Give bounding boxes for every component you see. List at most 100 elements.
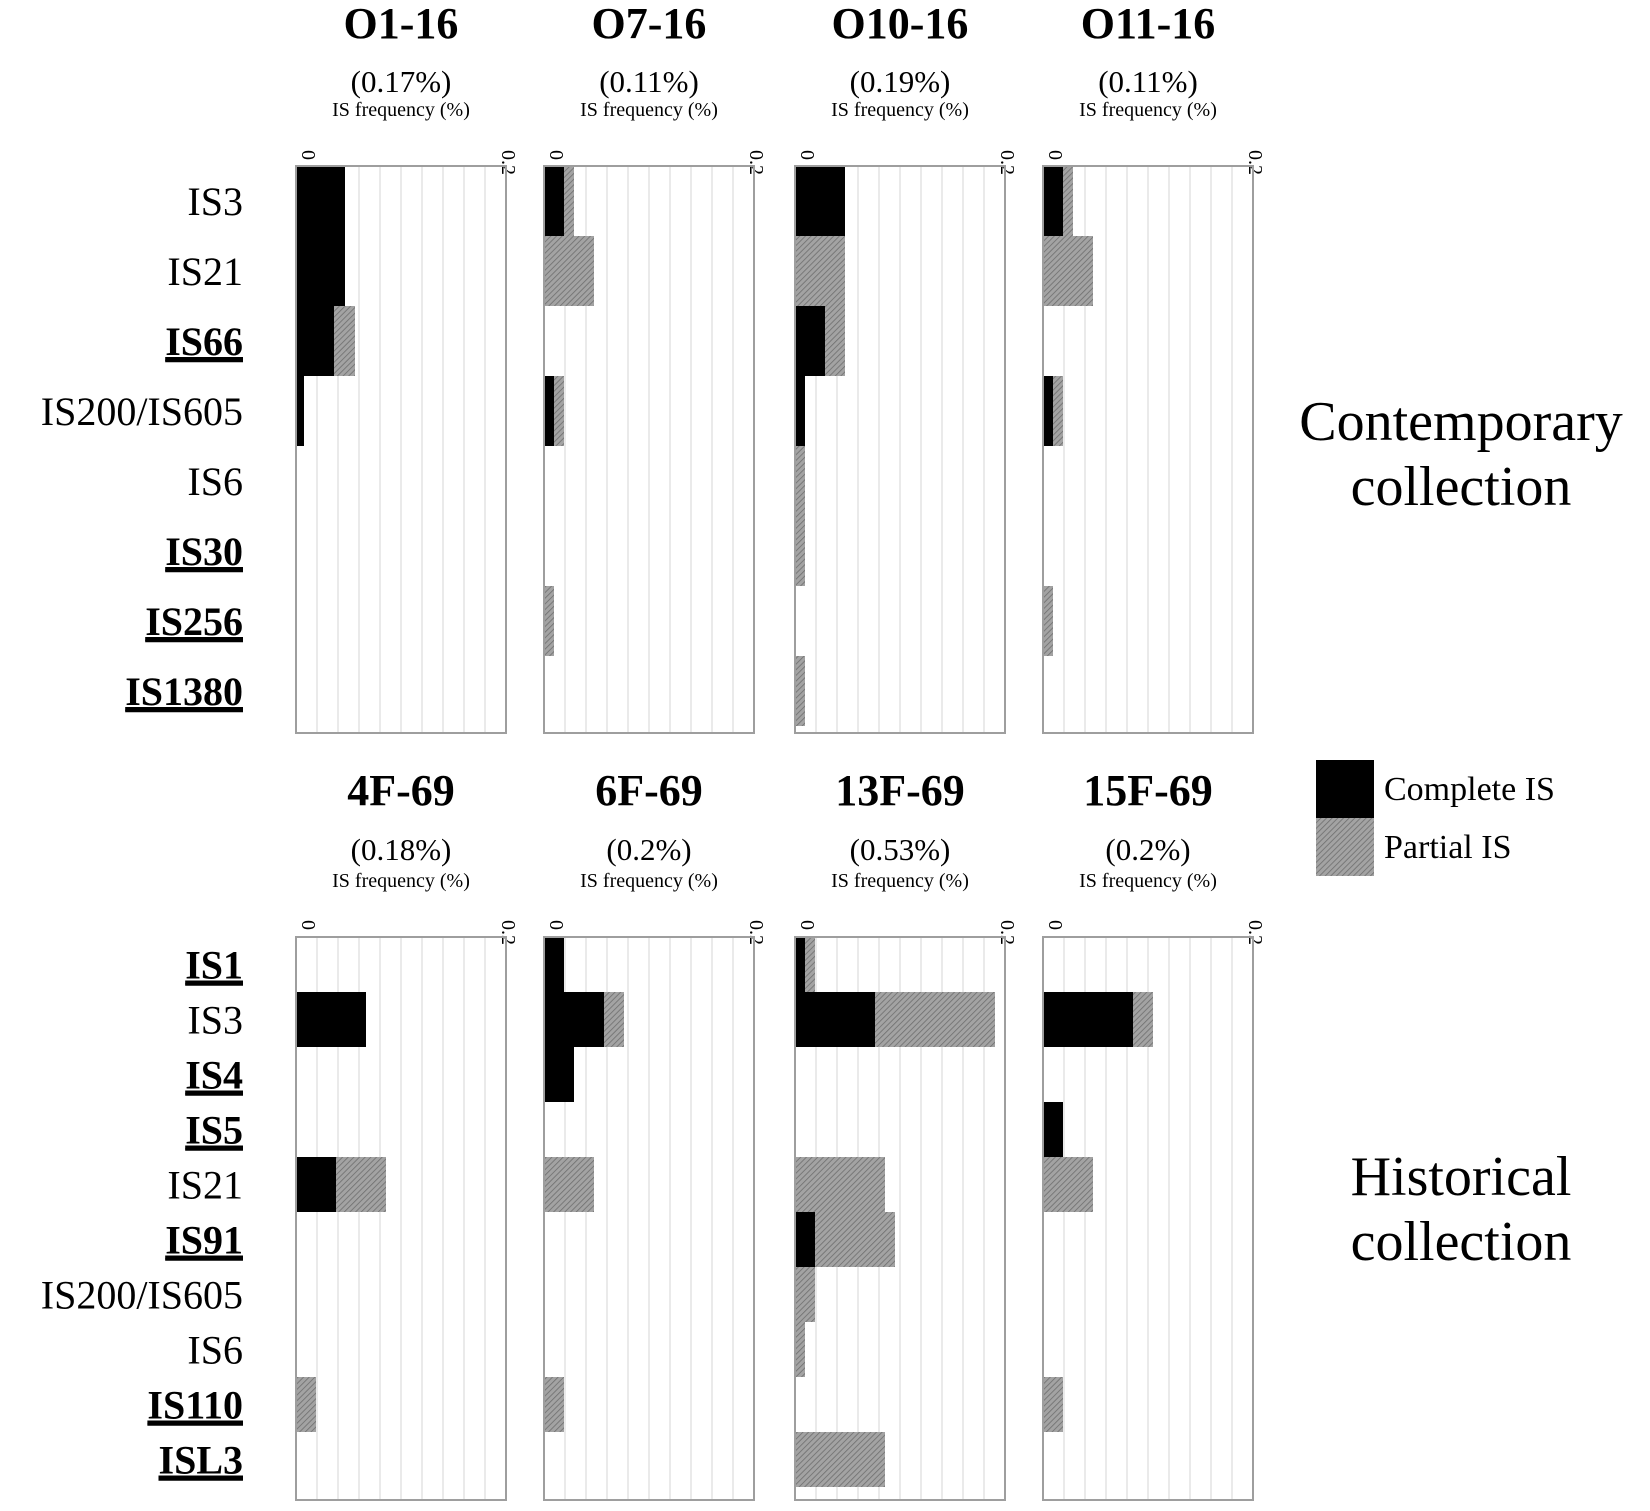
panel-o11-16: O11-16 (0.11%)IS frequency (%) 0 0.2	[1042, 0, 1266, 734]
category-label: IS6	[187, 1328, 243, 1373]
x-tick-label: 0.2	[1244, 150, 1266, 175]
bar-partial-is256	[544, 586, 554, 656]
bar-partial-is66	[334, 306, 355, 376]
x-tick-label: 0.2	[497, 920, 519, 945]
legend-label-complete: Complete IS	[1384, 771, 1555, 808]
category-label: ISL3	[159, 1438, 244, 1483]
category-label: IS3	[187, 179, 243, 224]
x-tick-label: 0	[297, 150, 319, 160]
category-label: IS21	[167, 249, 243, 294]
category-label: IS110	[147, 1383, 243, 1428]
x-tick-label: 0	[545, 920, 567, 930]
bar-complete-is200-is605	[296, 376, 304, 446]
axis-label: IS frequency (%)	[332, 99, 470, 121]
axis-label: IS frequency (%)	[580, 99, 718, 121]
panel-title: 4F-69	[347, 766, 455, 815]
bar-partial-isl3	[795, 1432, 885, 1487]
bar-partial-is110	[1043, 1377, 1063, 1432]
bar-complete-is3	[544, 992, 604, 1047]
panel-13f-69: 13F-69 (0.53%) IS frequency (%) 0 0.2	[794, 766, 1018, 1501]
x-tick-label: 0	[796, 150, 818, 160]
panel-frequency: (0.53%)	[850, 832, 951, 867]
category-label: IS5	[185, 1108, 243, 1153]
panel-frame	[295, 936, 507, 1501]
section-title: collection	[1351, 456, 1572, 518]
bar-partial-is66	[825, 306, 845, 376]
section-title: Contemporary	[1299, 391, 1622, 453]
legend-swatch-complete	[1316, 760, 1374, 818]
panel-frequency: (0.17%)	[351, 64, 452, 99]
bar-partial-is200-is605	[795, 1267, 815, 1322]
x-tick-label: 0	[796, 920, 818, 930]
x-tick-label: 0	[1044, 150, 1066, 160]
bar-partial-is256	[1043, 586, 1053, 656]
bar-partial-is21	[795, 236, 845, 306]
panel-frame	[295, 165, 507, 734]
panel-6f-69: 6F-69 (0.2%) IS frequency (%) 0 0.2	[543, 766, 767, 1501]
bar-partial-is21	[1043, 236, 1093, 306]
panel-15f-69: 15F-69 (0.2%) IS frequency (%) 0 0.2	[1042, 766, 1266, 1501]
bar-partial-is110	[296, 1377, 316, 1432]
axis-label: IS frequency (%)	[831, 99, 969, 121]
bar-partial-is30	[795, 516, 805, 586]
bar-complete-is66	[795, 306, 825, 376]
bar-partial-is110	[544, 1377, 564, 1432]
bar-complete-is91	[795, 1212, 815, 1267]
bar-complete-is1	[795, 937, 805, 992]
bar-complete-is21	[296, 1157, 336, 1212]
x-tick-label: 0.2	[745, 920, 767, 945]
bar-partial-is21	[544, 1157, 594, 1212]
bar-complete-is3	[795, 166, 845, 236]
x-tick-label: 0.2	[497, 150, 519, 175]
axis-label: IS frequency (%)	[1079, 99, 1217, 121]
bar-complete-is21	[296, 236, 345, 306]
bar-complete-is3	[1043, 166, 1063, 236]
bar-partial-is3	[1063, 166, 1073, 236]
category-label: IS6	[187, 459, 243, 504]
bar-partial-is21	[795, 1157, 885, 1212]
axis-label: IS frequency (%)	[831, 870, 969, 892]
x-tick-label: 0.2	[745, 150, 767, 175]
panel-title: 13F-69	[835, 766, 965, 815]
x-tick-label: 0.2	[1244, 920, 1266, 945]
axis-label: IS frequency (%)	[1079, 870, 1217, 892]
bar-partial-is3	[1133, 992, 1153, 1047]
x-tick-label: 0.2	[996, 150, 1018, 175]
panel-o10-16: O10-16 (0.19%)IS frequency (%) 0 0.2	[794, 0, 1018, 734]
category-label: IS200/IS605	[41, 1273, 243, 1318]
category-label: IS91	[165, 1218, 243, 1263]
x-tick-label: 0	[1044, 920, 1066, 930]
bar-partial-is3	[604, 992, 624, 1047]
panel-frequency: (0.19%)	[850, 64, 951, 99]
panel-frame	[1042, 165, 1254, 734]
category-label: IS200/IS605	[41, 389, 243, 434]
bar-complete-is3	[296, 992, 366, 1047]
panel-o7-16: O7-16 (0.11%)IS frequency (%) 0 0.2	[543, 0, 767, 734]
bar-complete-is200-is605	[544, 376, 554, 446]
bar-complete-is5	[1043, 1102, 1063, 1157]
category-label: IS3	[187, 998, 243, 1043]
legend-swatch-partial	[1316, 818, 1374, 876]
bar-complete-is4	[544, 1047, 574, 1102]
category-label: IS1	[185, 943, 243, 988]
panel-title: O11-16	[1081, 0, 1215, 48]
x-tick-label: 0	[545, 150, 567, 160]
category-label: IS66	[165, 319, 243, 364]
panel-frequency: (0.2%)	[1105, 832, 1190, 867]
bar-complete-is200-is605	[795, 376, 805, 446]
bar-partial-is21	[1043, 1157, 1093, 1212]
category-label: IS21	[167, 1163, 243, 1208]
panel-title: O10-16	[832, 0, 969, 48]
panel-title: O7-16	[592, 0, 707, 48]
bar-complete-is66	[296, 306, 334, 376]
axis-label: IS frequency (%)	[332, 870, 470, 892]
panel-title: 6F-69	[595, 766, 703, 815]
panel-title: O1-16	[344, 0, 459, 48]
panel-o1-16: O1-16 (0.17%)IS frequency (%) 0 0.2	[295, 0, 519, 734]
panel-title: 15F-69	[1083, 766, 1213, 815]
bar-partial-is91	[815, 1212, 895, 1267]
panel-4f-69: 4F-69 (0.18%) IS frequency (%) 0 0.2	[295, 766, 519, 1501]
bar-partial-is3	[564, 166, 574, 236]
bar-complete-is3	[544, 166, 564, 236]
